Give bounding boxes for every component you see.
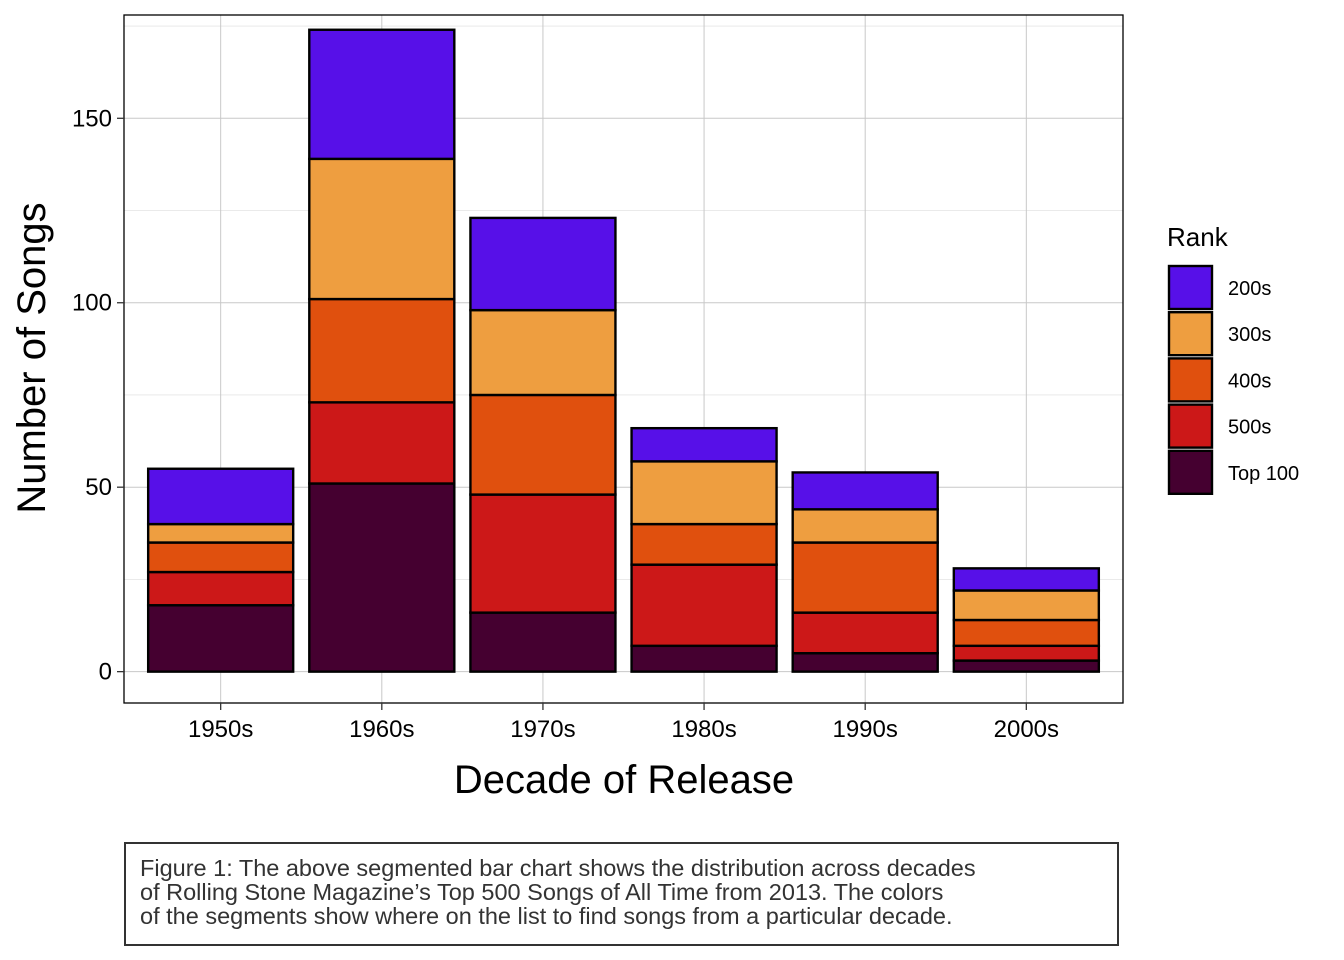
legend-label: 300s bbox=[1228, 324, 1271, 346]
stacked-bar-chart: 0 50 100 150 1950s 1960s 1970s 1980s 1990s 2000s… bbox=[10, 14, 1299, 802]
bar-segment-1950s-300s bbox=[146, 522, 295, 544]
legend: Rank 200s 300s 400s 500s Top 100 bbox=[1167, 222, 1299, 495]
legend-swatch-400s bbox=[1167, 357, 1214, 403]
bars bbox=[146, 28, 1101, 673]
y-axis-title: Number of Songs bbox=[10, 202, 54, 513]
bar-segment-1980s-200s bbox=[630, 426, 778, 463]
legend-swatch-top-100 bbox=[1167, 449, 1214, 495]
bar-segment-1990s-200s bbox=[791, 471, 939, 511]
bar-segment-2000s-300s bbox=[952, 589, 1101, 622]
caption-line: of Rolling Stone Magazine’s Top 500 Song… bbox=[140, 879, 944, 905]
legend-swatch-300s bbox=[1167, 311, 1214, 357]
x-tick-label: 2000s bbox=[994, 716, 1059, 743]
x-tick-label: 1970s bbox=[510, 716, 575, 743]
x-tick-label: 1990s bbox=[832, 716, 897, 743]
bar-segment-1990s-400s bbox=[791, 541, 939, 614]
bar-segment-1970s-400s bbox=[469, 393, 617, 496]
bar-segment-1990s-top-100 bbox=[791, 651, 939, 673]
bar-segment-1970s-500s bbox=[469, 493, 617, 614]
bar-segment-1970s-200s bbox=[469, 216, 617, 312]
bar-segment-1960s-300s bbox=[308, 157, 456, 301]
bar-segment-1950s-400s bbox=[146, 541, 295, 574]
legend-label: 200s bbox=[1228, 278, 1271, 300]
bar-segment-1960s-top-100 bbox=[308, 482, 456, 673]
bar-segment-1950s-500s bbox=[146, 570, 295, 607]
bar-segment-2000s-400s bbox=[952, 618, 1101, 648]
bar-segment-1980s-top-100 bbox=[630, 644, 778, 673]
legend-title: Rank bbox=[1167, 222, 1229, 252]
bar-segment-2000s-200s bbox=[952, 567, 1101, 592]
x-tick-label: 1950s bbox=[188, 716, 253, 743]
caption-line: of the segments show where on the list t… bbox=[140, 903, 953, 929]
y-tick-label: 100 bbox=[72, 290, 112, 317]
legend-label: Top 100 bbox=[1228, 463, 1299, 485]
bar-segment-1980s-400s bbox=[630, 522, 778, 566]
legend-label: 400s bbox=[1228, 370, 1271, 392]
bar-segment-1950s-top-100 bbox=[146, 604, 295, 673]
caption-line: Figure 1: The above segmented bar chart … bbox=[140, 855, 976, 881]
x-axis: 1950s 1960s 1970s 1980s 1990s 2000s bbox=[188, 703, 1059, 743]
legend-label: 500s bbox=[1228, 417, 1271, 439]
bar-segment-1960s-200s bbox=[308, 28, 456, 161]
bar-segment-1960s-500s bbox=[308, 401, 456, 485]
y-tick-label: 0 bbox=[99, 659, 112, 686]
bar-segment-1980s-300s bbox=[630, 460, 778, 526]
bar-segment-2000s-500s bbox=[952, 644, 1101, 662]
legend-swatch-500s bbox=[1167, 403, 1214, 449]
bar-segment-1970s-top-100 bbox=[469, 611, 617, 673]
figure-caption: Figure 1: The above segmented bar chart … bbox=[124, 842, 1119, 946]
x-tick-label: 1960s bbox=[349, 716, 414, 743]
bar-segment-1980s-500s bbox=[630, 563, 778, 648]
x-axis-title: Decade of Release bbox=[454, 758, 794, 802]
y-tick-label: 150 bbox=[72, 105, 112, 132]
y-tick-label: 50 bbox=[85, 474, 112, 501]
legend-swatch-200s bbox=[1167, 264, 1214, 311]
bar-segment-1990s-300s bbox=[791, 508, 939, 544]
bar-segment-1960s-400s bbox=[308, 297, 456, 404]
x-tick-label: 1980s bbox=[671, 716, 736, 743]
plot-panel-border bbox=[123, 14, 1124, 704]
y-axis: 0 50 100 150 bbox=[72, 105, 124, 686]
bar-segment-1970s-300s bbox=[469, 308, 617, 397]
bar-segment-1990s-500s bbox=[791, 611, 939, 655]
bar-segment-1950s-200s bbox=[146, 467, 295, 526]
bar-segment-2000s-top-100 bbox=[952, 659, 1101, 673]
